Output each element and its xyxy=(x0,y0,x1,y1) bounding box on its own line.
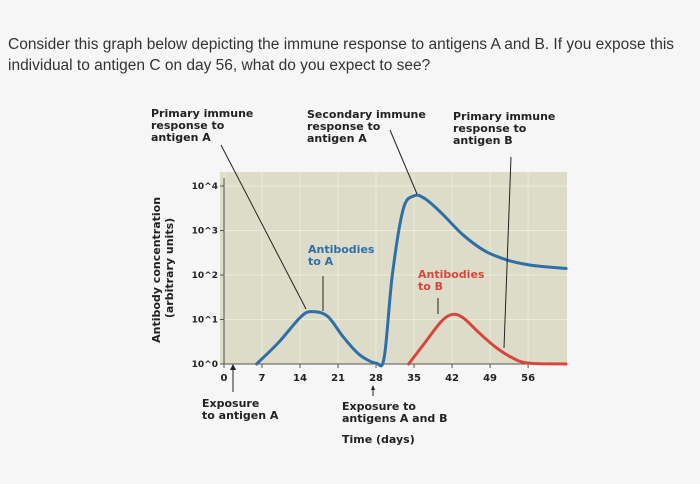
y-tick-label: 10^4 xyxy=(192,182,218,192)
y-tick-label: 10^2 xyxy=(192,271,218,281)
x-tick-label: 35 xyxy=(407,373,421,384)
x-tick-label: 14 xyxy=(293,373,307,384)
annotation-primary-a: Primary immune response to antigen A xyxy=(151,107,307,310)
x-axis-label: Time (days) xyxy=(342,433,415,446)
x-tick-label: 21 xyxy=(331,373,345,384)
label-antibodies-b: Antibodies to B xyxy=(418,268,485,314)
x-tick-label: 42 xyxy=(445,373,459,384)
annotation-exposure-a: Exposure to antigen A xyxy=(202,364,279,422)
annotation-secondary-a: Secondary immune response to antigen A xyxy=(307,108,426,195)
x-tick-label: 7 xyxy=(259,373,266,384)
x-tick-label: 49 xyxy=(483,373,497,384)
label-antibodies-a: Antibodies to A xyxy=(308,243,375,311)
annotation-exposure-ab: Exposure to antigens A and B xyxy=(342,385,448,425)
question-text: Consider this graph below depicting the … xyxy=(8,36,675,74)
series-line-antibodies-to-b xyxy=(407,312,568,366)
annotation-primary-b: Primary immune response to antigen B xyxy=(453,110,555,349)
x-tick-label: 56 xyxy=(521,373,535,384)
y-axis-label: Antibody concentration (arbitrary units) xyxy=(150,193,176,343)
y-tick-label: 10^3 xyxy=(192,227,218,237)
y-tick-label: 10^0 xyxy=(192,360,218,370)
series-line-antibodies-to-a xyxy=(255,193,568,368)
leader-line xyxy=(389,129,418,195)
x-tick-label: 0 xyxy=(221,373,228,384)
leader-line xyxy=(220,144,307,310)
x-tick-label: 28 xyxy=(369,373,383,384)
y-tick-label: 10^1 xyxy=(192,316,218,326)
leader-line xyxy=(503,156,512,349)
